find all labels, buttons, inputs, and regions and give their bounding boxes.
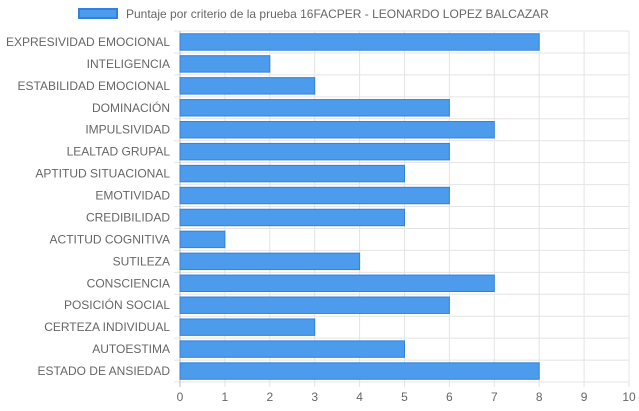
x-tick-label: 4 <box>356 390 363 404</box>
legend-swatch <box>78 8 118 19</box>
category-label: ACTITUD COGNITIVA <box>50 232 170 246</box>
category-label: IMPULSIVIDAD <box>85 123 170 137</box>
bar[interactable] <box>179 120 495 139</box>
x-tick-label: 6 <box>446 390 453 404</box>
x-tick-label: 5 <box>401 390 408 404</box>
x-tick-label: 0 <box>177 390 184 404</box>
x-tick-label: 3 <box>311 390 318 404</box>
bar[interactable] <box>179 142 450 161</box>
category-label: APTITUD SITUACIONAL <box>35 167 170 181</box>
category-label: ESTADO DE ANSIEDAD <box>38 364 171 378</box>
legend-label: Puntaje por criterio de la prueba 16FACP… <box>126 7 549 21</box>
x-tick-label: 9 <box>581 390 588 404</box>
bar[interactable] <box>179 208 405 227</box>
legend[interactable]: Puntaje por criterio de la prueba 16FACP… <box>0 6 639 24</box>
x-tick-label: 1 <box>222 390 229 404</box>
category-label: SUTILEZA <box>113 254 170 268</box>
bar[interactable] <box>179 164 405 183</box>
bar[interactable] <box>179 230 226 249</box>
bar[interactable] <box>179 340 405 358</box>
bar[interactable] <box>179 99 450 117</box>
bar[interactable] <box>179 186 450 205</box>
x-tick-label: 8 <box>536 390 543 404</box>
bar[interactable] <box>179 252 361 271</box>
category-label: INTELIGENCIA <box>87 57 170 71</box>
bar[interactable] <box>179 318 316 336</box>
x-tick-label: 2 <box>266 390 273 404</box>
x-tick-label: 10 <box>622 390 636 404</box>
category-label: POSICIÓN SOCIAL <box>64 297 170 312</box>
category-label: EXPRESIVIDAD EMOCIONAL <box>6 35 170 49</box>
bar[interactable] <box>179 55 271 73</box>
category-label: AUTOESTIMA <box>92 342 170 356</box>
category-label: CERTEZA INDIVIDUAL <box>44 320 170 334</box>
bar[interactable] <box>179 77 316 95</box>
category-label: CREDIBILIDAD <box>86 210 170 224</box>
bar[interactable] <box>179 33 540 51</box>
category-label: LEALTAD GRUPAL <box>67 145 171 159</box>
bar[interactable] <box>179 362 540 380</box>
x-tick-label: 7 <box>491 390 498 404</box>
bar[interactable] <box>179 274 495 293</box>
category-label: CONSCIENCIA <box>87 276 170 290</box>
category-label: EMOTIVIDAD <box>95 189 170 203</box>
bar[interactable] <box>179 296 450 314</box>
category-label: ESTABILIDAD EMOCIONAL <box>18 79 171 93</box>
category-label: DOMINACIÓN <box>92 100 170 115</box>
